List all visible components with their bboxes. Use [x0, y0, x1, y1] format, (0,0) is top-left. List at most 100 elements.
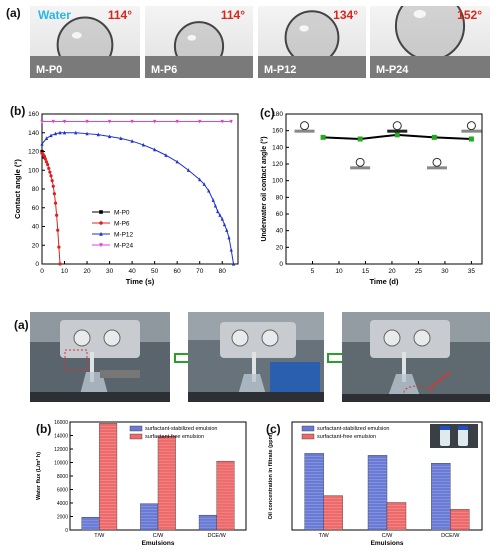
oil-droplet-icon — [466, 121, 476, 131]
legend-label: M-P6 — [114, 221, 130, 228]
data-point — [175, 119, 179, 124]
y-tick-label: 10000 — [54, 461, 68, 467]
data-point — [175, 159, 179, 164]
data-point — [198, 177, 202, 182]
droplet-highlight — [187, 34, 197, 41]
data-point — [52, 192, 56, 196]
data-point — [74, 130, 78, 135]
y-tick-label: 12000 — [54, 447, 68, 453]
data-point — [218, 213, 222, 217]
data-point — [231, 261, 236, 266]
bar — [304, 453, 324, 531]
data-point — [40, 149, 44, 154]
x-tick-label: 20 — [83, 268, 91, 275]
data-point — [119, 136, 123, 140]
bar — [431, 463, 451, 531]
y-axis-label: Oil concentration in filtrate (ppm) — [268, 432, 274, 519]
panel-label-bottom-a: (a) — [14, 318, 29, 332]
y-tick-label: 0 — [35, 261, 39, 268]
x-tick-label: 25 — [415, 268, 423, 275]
y-tick-label: 40 — [32, 224, 40, 231]
data-point — [43, 157, 47, 161]
data-point — [44, 136, 49, 140]
y-tick-label: 20 — [276, 244, 284, 251]
data-point — [394, 132, 400, 138]
substrate-icon — [426, 166, 447, 170]
data-point — [186, 168, 191, 172]
data-point — [62, 119, 67, 124]
data-point — [202, 182, 206, 186]
bar — [386, 502, 407, 531]
oil-droplet-icon — [392, 121, 402, 131]
x-tick-label: DCE/W — [441, 533, 460, 539]
x-tick-label: 70 — [196, 268, 204, 275]
data-point — [216, 209, 220, 214]
data-point — [62, 130, 67, 135]
legend-swatch — [301, 433, 315, 440]
contact-angle-value: 152° — [457, 8, 482, 22]
y-tick-label: 60 — [32, 205, 40, 212]
legend-label: surfactant-stabilized emulsion — [145, 426, 217, 432]
x-tick-label: 10 — [335, 268, 343, 275]
y-tick-label: 4000 — [57, 501, 68, 507]
droplet-shape — [258, 10, 366, 78]
vial-icon — [458, 428, 468, 446]
data-point — [225, 228, 229, 232]
x-tick-label: 15 — [362, 268, 370, 275]
substrate-icon — [461, 129, 482, 133]
droplet-photo: Water 114° M-P0 — [30, 6, 140, 78]
sample-label: M-P12 — [264, 64, 297, 76]
oil-droplet-icon — [432, 157, 442, 167]
y-tick-label: 8000 — [57, 474, 68, 480]
vial-cap-icon — [458, 426, 468, 430]
x-tick-label: 0 — [40, 268, 44, 275]
droplet-outline — [394, 6, 466, 61]
data-point — [58, 262, 62, 266]
data-point — [51, 184, 55, 188]
y-tick-label: 140 — [272, 144, 283, 151]
data-point — [229, 247, 233, 252]
contact-angle-value: 114° — [107, 8, 132, 22]
sample-label: M-P0 — [36, 64, 63, 76]
data-point — [320, 134, 326, 140]
x-tick-label: 50 — [151, 268, 159, 275]
x-tick-label: 30 — [441, 268, 449, 275]
bar — [216, 460, 235, 531]
data-point — [55, 213, 59, 217]
data-point — [48, 170, 52, 174]
y-tick-label: 160 — [28, 111, 39, 118]
x-tick-label: 60 — [174, 268, 182, 275]
data-point — [42, 154, 46, 158]
y-tick-label: 14000 — [54, 434, 68, 440]
x-axis-label: Emulsions — [142, 540, 175, 547]
y-tick-label: 80 — [276, 194, 284, 201]
data-point — [49, 133, 53, 138]
oil-droplet-icon — [300, 121, 310, 131]
data-point — [130, 119, 134, 124]
droplet-shape — [145, 21, 253, 78]
x-tick-label: 80 — [219, 268, 227, 275]
data-point — [164, 153, 168, 157]
x-axis-label: Time (s) — [126, 277, 155, 286]
x-tick-label: 20 — [388, 268, 396, 275]
water-flux-bar-chart: 0 2000 4000 6000 8000 10000 12000 14000 16000 T/W… — [35, 420, 247, 547]
x-axis-label: Time (d) — [369, 277, 399, 286]
droplet-photo: 134° M-P12 — [258, 6, 366, 78]
separation-setup-photos — [30, 312, 490, 402]
data-point — [107, 134, 112, 139]
legend-label: M-P24 — [114, 243, 134, 250]
bar — [323, 495, 343, 531]
y-tick-label: 0 — [279, 261, 283, 268]
droplet-highlight — [71, 32, 82, 39]
data-point — [40, 141, 44, 146]
legend-swatch — [129, 433, 143, 440]
x-tick-label: DCE/W — [207, 533, 226, 539]
y-tick-label: 0 — [65, 528, 68, 534]
data-point — [198, 119, 202, 124]
bar — [450, 509, 470, 531]
legend-label: surfactant-free emulsion — [145, 434, 204, 440]
panel-label-bottom-b: (b) — [36, 422, 52, 436]
data-point — [431, 134, 437, 140]
droplet-highlight — [413, 9, 426, 19]
panel-label-top-a: (a) — [6, 6, 21, 20]
